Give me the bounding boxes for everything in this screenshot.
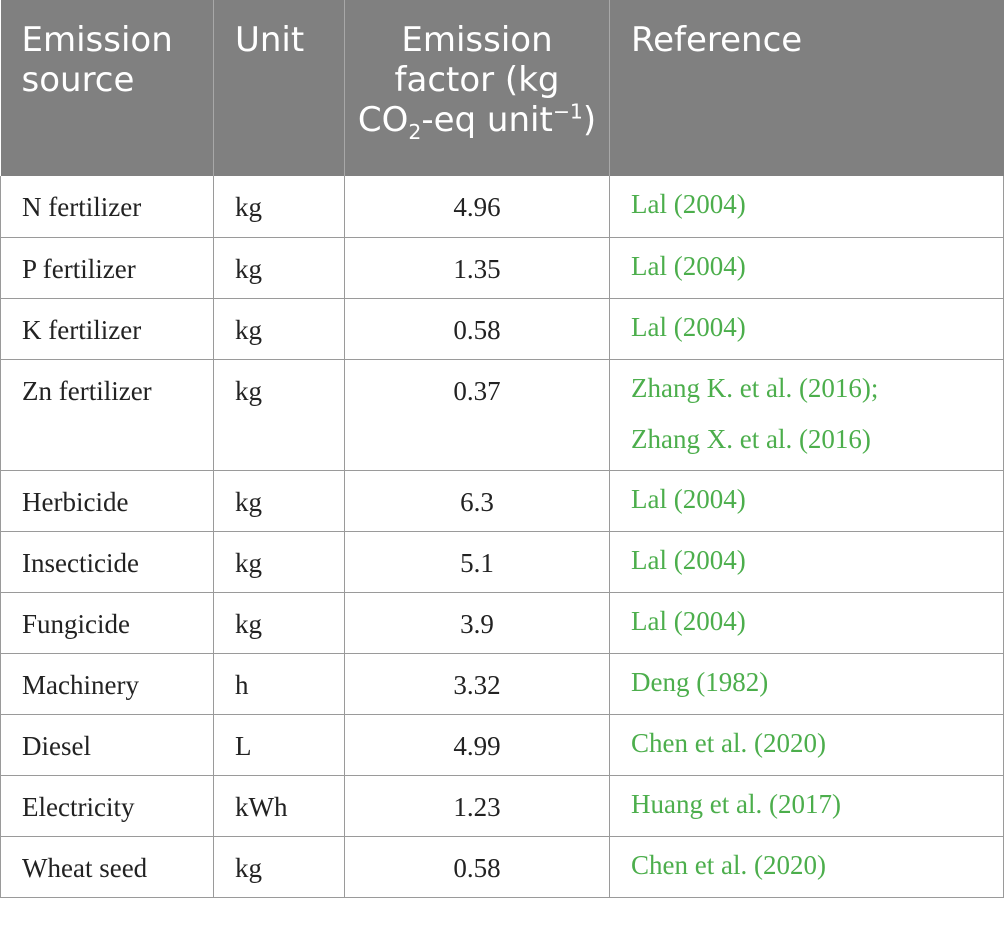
header-factor-end: )	[582, 100, 597, 140]
table-row: Zn fertilizer kg 0.37 Zhang K. et al. (2…	[0, 358, 1004, 470]
reference-link[interactable]: Lal (2004)	[609, 297, 1004, 359]
reference-link[interactable]: Lal (2004)	[609, 236, 1004, 298]
header-unit: Unit	[213, 0, 345, 176]
cell-source: K fertilizer	[0, 297, 214, 359]
cell-source: Machinery	[0, 652, 214, 714]
reference-link[interactable]: Lal (2004)	[609, 530, 1004, 592]
table-body: N fertilizer kg 4.96 Lal (2004) P fertil…	[0, 176, 1004, 898]
reference-link[interactable]: Lal (2004)	[609, 469, 1004, 531]
cell-factor: 5.1	[344, 530, 610, 592]
table-row: Electricity kWh 1.23 Huang et al. (2017)	[0, 774, 1004, 836]
reference-link[interactable]: Chen et al. (2020)	[609, 713, 1004, 775]
reference-link[interactable]: Lal (2004)	[609, 176, 1004, 237]
cell-unit: L	[213, 713, 345, 775]
header-emission-source: Emission source	[0, 0, 214, 176]
cell-source: Diesel	[0, 713, 214, 775]
table-row: P fertilizer kg 1.35 Lal (2004)	[0, 236, 1004, 298]
cell-unit: kg	[213, 530, 345, 592]
emission-factor-table-container: Emission source Unit Emission factor (kg…	[0, 0, 1004, 898]
cell-unit: kg	[213, 469, 345, 531]
cell-unit: kg	[213, 835, 345, 898]
reference-link[interactable]: Deng (1982)	[609, 652, 1004, 714]
cell-source: Zn fertilizer	[0, 358, 214, 470]
cell-source: Insecticide	[0, 530, 214, 592]
header-emission-factor: Emission factor (kg CO2-eq unit−1)	[344, 0, 610, 176]
cell-unit: kg	[213, 297, 345, 359]
reference-link[interactable]: Lal (2004)	[609, 591, 1004, 653]
cell-factor: 0.58	[344, 297, 610, 359]
cell-source: Herbicide	[0, 469, 214, 531]
cell-unit: kWh	[213, 774, 345, 836]
cell-factor: 1.35	[344, 236, 610, 298]
header-factor-main: Emission factor (kg CO	[357, 20, 560, 140]
cell-source: Electricity	[0, 774, 214, 836]
cell-source: P fertilizer	[0, 236, 214, 298]
cell-unit: h	[213, 652, 345, 714]
reference-link[interactable]: Huang et al. (2017)	[609, 774, 1004, 836]
header-factor-subscript: 2	[408, 119, 422, 144]
table-header: Emission source Unit Emission factor (kg…	[0, 0, 1004, 176]
table-row: K fertilizer kg 0.58 Lal (2004)	[0, 297, 1004, 359]
cell-factor: 6.3	[344, 469, 610, 531]
cell-factor: 0.37	[344, 358, 610, 470]
reference-link[interactable]: Chen et al. (2020)	[609, 835, 1004, 898]
cell-factor: 0.58	[344, 835, 610, 898]
reference-link[interactable]: Zhang X. et al. (2016)	[631, 423, 871, 454]
cell-source: Fungicide	[0, 591, 214, 653]
header-reference: Reference	[609, 0, 1004, 176]
cell-unit: kg	[213, 591, 345, 653]
reference-link[interactable]: Zhang K. et al. (2016);	[631, 372, 879, 403]
cell-unit: kg	[213, 176, 345, 237]
cell-factor: 4.96	[344, 176, 610, 237]
cell-reference: Zhang K. et al. (2016); Zhang X. et al. …	[609, 358, 1004, 470]
cell-factor: 3.9	[344, 591, 610, 653]
cell-unit: kg	[213, 236, 345, 298]
table-row: Insecticide kg 5.1 Lal (2004)	[0, 530, 1004, 592]
cell-factor: 3.32	[344, 652, 610, 714]
table-row: Herbicide kg 6.3 Lal (2004)	[0, 469, 1004, 531]
header-factor-superscript: −1	[552, 99, 583, 124]
cell-factor: 1.23	[344, 774, 610, 836]
cell-unit: kg	[213, 358, 345, 470]
table-row: Diesel L 4.99 Chen et al. (2020)	[0, 713, 1004, 775]
table-row: Machinery h 3.32 Deng (1982)	[0, 652, 1004, 714]
table-row: Fungicide kg 3.9 Lal (2004)	[0, 591, 1004, 653]
cell-source: N fertilizer	[0, 176, 214, 237]
table-row: N fertilizer kg 4.96 Lal (2004)	[0, 176, 1004, 237]
table-row: Wheat seed kg 0.58 Chen et al. (2020)	[0, 835, 1004, 898]
header-row: Emission source Unit Emission factor (kg…	[0, 0, 1004, 176]
header-factor-mid: -eq unit	[421, 100, 553, 140]
emission-factor-table: Emission source Unit Emission factor (kg…	[0, 0, 1004, 898]
cell-source: Wheat seed	[0, 835, 214, 898]
cell-factor: 4.99	[344, 713, 610, 775]
